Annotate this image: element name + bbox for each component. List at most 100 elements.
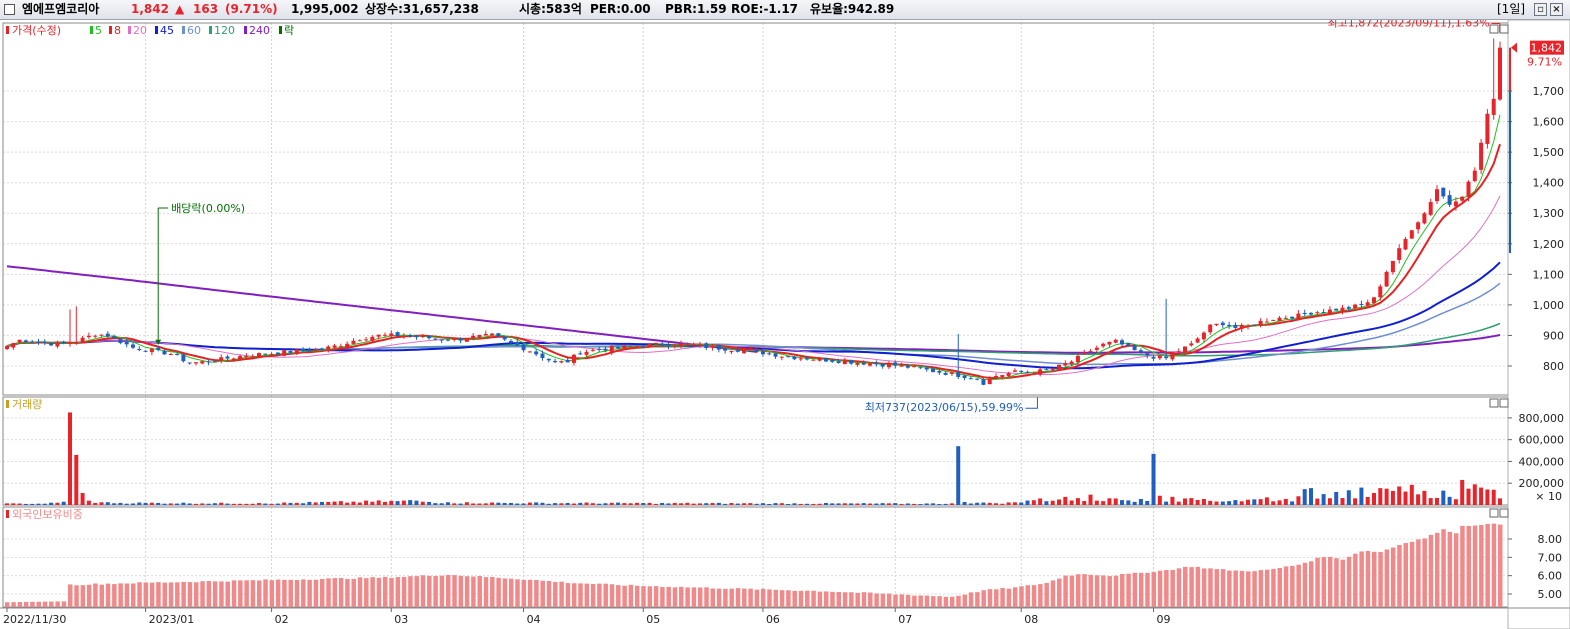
volume-bar — [1239, 501, 1244, 505]
candle-body — [464, 338, 469, 342]
foreign-holding-bar — [1409, 541, 1415, 607]
volume-bar — [559, 503, 564, 505]
candle-body — [288, 350, 293, 353]
candle-body — [956, 372, 961, 377]
foreign-holding-bar — [886, 593, 892, 607]
foreign-holding-bar — [1321, 557, 1327, 607]
foreign-holding-bar — [1094, 575, 1100, 607]
candle-body — [1327, 309, 1332, 314]
foreign-holding-bar — [1441, 529, 1446, 607]
foreign-holding-bar — [23, 601, 29, 607]
candle-body — [628, 346, 633, 348]
volume-bar — [1334, 491, 1339, 505]
volume-bar — [1472, 484, 1477, 505]
volume-bar — [17, 503, 22, 505]
foreign-holding-bar — [124, 583, 130, 607]
volume-bar — [301, 503, 306, 505]
candle-body — [1176, 351, 1181, 353]
volume-bar — [1428, 498, 1433, 505]
candle-body — [452, 338, 457, 340]
foreign-holding-bar — [571, 583, 577, 607]
period-selector[interactable]: [1일] — [1497, 2, 1526, 16]
price-value: 1,842 — [131, 2, 169, 16]
candle-body — [181, 354, 186, 362]
candle-body — [578, 353, 583, 355]
candle-body — [874, 362, 879, 365]
candle-body — [1277, 317, 1282, 321]
foreign-holding-bar — [414, 576, 419, 607]
foreign-holding-bar — [1151, 572, 1157, 607]
volume-bar — [1132, 501, 1137, 505]
foreign-holding-bar — [836, 592, 842, 607]
candle-body — [1038, 369, 1043, 375]
candle-body — [1031, 373, 1036, 375]
volume-bar — [238, 503, 243, 505]
volume-bar — [1466, 488, 1471, 505]
foreign-holding-bar — [1233, 570, 1238, 607]
price-tick-label: 1,400 — [1533, 177, 1565, 190]
candle-body — [219, 357, 224, 361]
maximize-button[interactable]: ▫ — [1534, 3, 1547, 16]
candle-body — [641, 346, 646, 348]
volume-bar — [364, 500, 369, 505]
candle-body — [118, 339, 123, 344]
candle-body — [565, 359, 570, 363]
foreign-holding-bar — [723, 588, 728, 607]
foreign-holding-bar — [685, 587, 690, 607]
foreign-holding-bar — [61, 601, 67, 607]
foreign-holding-bar — [830, 591, 835, 607]
candle-body — [748, 349, 753, 351]
select-checkbox[interactable] — [4, 4, 15, 15]
volume-bar — [1321, 494, 1326, 505]
retention-ratio: 유보율:942.89 — [810, 2, 895, 16]
candle-body — [861, 363, 866, 365]
current-price-box — [1530, 40, 1564, 55]
foreign-holding-bar — [1302, 562, 1308, 607]
candle-body — [754, 350, 759, 352]
volume-bar — [527, 502, 532, 505]
candle-body — [1006, 373, 1011, 377]
candle-body — [1283, 317, 1288, 319]
volume-bar — [219, 502, 224, 505]
volume-bar — [1491, 489, 1496, 505]
foreign-holding-bar — [1466, 525, 1472, 607]
candle-body — [1057, 364, 1062, 371]
candle-body — [212, 361, 217, 363]
volume-bar — [1082, 500, 1087, 505]
foreign-holding-bar — [1315, 557, 1320, 607]
volume-bar — [1176, 501, 1181, 505]
candle-body — [206, 361, 211, 363]
volume-bar — [918, 504, 923, 506]
foreign-holding-bar — [861, 592, 867, 607]
candle-body — [1082, 352, 1087, 355]
volume-bar — [1164, 501, 1169, 505]
candle-body — [1252, 325, 1257, 327]
panel-maximize-button — [1499, 508, 1509, 518]
foreign-holding-bar — [200, 581, 205, 607]
candle-body — [263, 353, 268, 355]
foreign-holding-bar — [748, 588, 753, 607]
candle-body — [1094, 347, 1099, 350]
candle-body — [338, 346, 343, 348]
pbr-value: PBR:1.59 — [665, 2, 727, 16]
candle-body — [168, 353, 173, 355]
candle-body — [1447, 195, 1452, 205]
foreign-holding-bar — [395, 577, 401, 607]
volume-bar — [401, 500, 406, 505]
volume-bar — [130, 503, 135, 505]
candle-body — [1491, 98, 1496, 115]
foreign-holding-bar — [553, 582, 558, 607]
candle-body — [508, 340, 513, 343]
foreign-holding-bar — [1113, 575, 1119, 607]
foreign-holding-bar — [546, 580, 552, 607]
volume-bar — [181, 502, 186, 505]
volume-bar — [1006, 502, 1011, 505]
candle-body — [1422, 213, 1427, 224]
close-button[interactable]: × — [1550, 3, 1563, 16]
candle-body — [968, 378, 973, 380]
foreign-holding-bar — [99, 584, 104, 607]
volume-bar — [584, 502, 589, 505]
legend-foreign-label: 외국인보유비중 — [12, 508, 83, 521]
candle-body — [1145, 353, 1150, 356]
volume-bar — [86, 500, 91, 505]
